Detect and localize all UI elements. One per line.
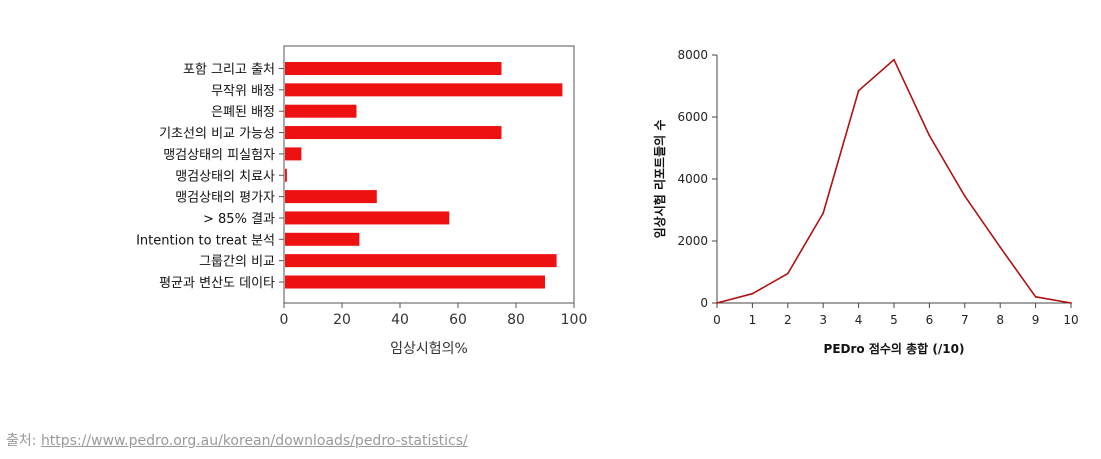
x-tick-label: 7: [961, 313, 969, 327]
category-label: Intention to treat 분석: [136, 233, 275, 248]
source-prefix: 출처:: [6, 433, 41, 449]
data-point: [786, 272, 789, 275]
bar: [285, 126, 502, 140]
bar: [285, 62, 502, 75]
x-tick-label: 3: [819, 313, 827, 327]
category-label: 포함 그리고 출처: [183, 63, 275, 78]
data-point: [1070, 302, 1072, 304]
y-axis-title: 임상시험 리포트들의 수: [652, 120, 667, 239]
source-caption: 출처: https://www.pedro.org.au/korean/down…: [6, 430, 468, 450]
bar: [285, 275, 545, 289]
x-tick-label: 4: [855, 313, 863, 327]
data-point: [893, 58, 895, 61]
x-tick-label: 8: [996, 313, 1004, 327]
category-label: 은폐된 배정: [211, 105, 275, 120]
x-axis-title: PEDro 점수의 총합 (/10): [824, 341, 965, 356]
category-label: 평균과 변산도 데이타: [159, 276, 275, 291]
plot-frame: [283, 45, 575, 304]
source-link[interactable]: https://www.pedro.org.au/korean/download…: [40, 433, 468, 449]
y-tick-label: 0: [700, 296, 708, 310]
data-point: [751, 292, 754, 295]
x-tick-label: 40: [391, 312, 409, 328]
data-line: [716, 58, 1072, 304]
bar: [285, 211, 450, 225]
data-point: [963, 195, 966, 197]
x-tick-label: 2: [784, 313, 792, 327]
data-point: [822, 212, 825, 215]
line-chart: 0 2000 4000 6000 8000 0 1 2 3 4 5 6 7 8 9 10 PEDro 점수의 총…: [652, 48, 1079, 356]
category-label: 맹검상태의 피실험자: [163, 148, 275, 163]
category-label: 기초선의 비교 가능성: [159, 127, 275, 142]
bar: [285, 190, 377, 204]
bar: [285, 232, 360, 246]
x-tick-label: 20: [333, 312, 351, 328]
x-tick-label: 5: [890, 313, 898, 327]
bar: [285, 254, 557, 268]
category-label: 맹검상태의 치료사: [175, 169, 275, 184]
y-tick-label: 8000: [677, 48, 708, 62]
bar: [285, 83, 563, 97]
y-tick-label: 2000: [677, 234, 708, 248]
x-tick-label: 80: [507, 312, 525, 328]
category-label: 무작위 배정: [211, 84, 275, 99]
x-tick-label: 0: [280, 312, 289, 328]
y-tick-label: 6000: [677, 110, 708, 124]
category-label: > 85% 결과: [203, 212, 275, 227]
x-tick-label: 60: [449, 312, 467, 328]
x-tick-label: 100: [561, 312, 588, 328]
x-tick-label: 0: [713, 313, 721, 327]
x-tick-label: 9: [1032, 313, 1040, 327]
bar: [285, 104, 357, 118]
y-tick-label: 4000: [677, 172, 708, 186]
x-tick-label: 10: [1063, 313, 1078, 327]
bar: [285, 147, 302, 161]
category-label: 그룹간의 비교: [199, 255, 275, 270]
data-point: [716, 302, 718, 304]
data-point: [857, 89, 860, 92]
bar: [285, 168, 287, 182]
data-point: [928, 134, 931, 137]
category-label: 맹검상태의 평가자: [175, 191, 275, 206]
data-point: [999, 246, 1002, 249]
x-tick-label: 6: [926, 313, 934, 327]
x-tick-label: 1: [749, 313, 757, 327]
x-axis-title: 임상시험의%: [390, 341, 468, 357]
data-point: [1034, 295, 1037, 298]
